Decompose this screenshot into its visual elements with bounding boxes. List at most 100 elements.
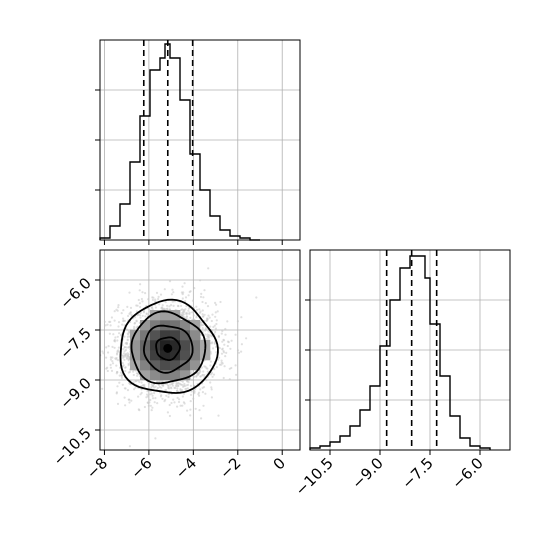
scatter-point — [113, 319, 116, 322]
scatter-point — [201, 386, 204, 389]
axes-frame-bottom-right — [309, 249, 511, 451]
scatter-point — [122, 317, 125, 320]
scatter-point — [162, 383, 165, 386]
scatter-point — [129, 311, 132, 314]
scatter-point — [94, 390, 96, 392]
scatter-point — [109, 324, 112, 327]
scatter-point — [154, 397, 157, 400]
scatter-point — [117, 350, 120, 353]
scatter-point — [151, 397, 155, 400]
scatter-point — [113, 338, 116, 342]
scatter-point — [175, 389, 178, 393]
scatter-point — [154, 385, 157, 388]
scatter-point — [115, 392, 118, 395]
scatter-point — [156, 386, 159, 390]
x-tick-label: −9.0 — [348, 454, 386, 492]
scatter-point — [211, 313, 214, 316]
scatter-point — [140, 391, 143, 394]
density-cell — [180, 330, 191, 341]
scatter-point — [147, 404, 150, 407]
scatter-point — [196, 308, 199, 311]
scatter-point — [120, 376, 123, 379]
scatter-point — [150, 409, 153, 412]
scatter-point — [222, 376, 225, 380]
x-tick-label: −2 — [216, 454, 244, 482]
scatter-point — [200, 323, 203, 326]
scatter-point — [193, 390, 196, 393]
scatter-point — [125, 328, 128, 331]
scatter-point — [126, 332, 129, 335]
scatter-point — [128, 401, 131, 404]
scatter-point — [147, 382, 150, 385]
scatter-point — [109, 356, 112, 359]
scatter-point — [128, 445, 131, 448]
scatter-body — [94, 267, 258, 448]
scatter-point — [123, 335, 126, 338]
scatter-point — [228, 378, 231, 381]
scatter-point — [116, 370, 119, 374]
scatter-point — [111, 360, 114, 363]
scatter-point — [191, 299, 194, 302]
scatter-point — [223, 343, 226, 346]
scatter-point — [127, 359, 130, 362]
scatter-point — [179, 404, 182, 407]
scatter-point — [167, 386, 170, 389]
scatter-point — [116, 339, 119, 342]
scatter-point — [215, 303, 218, 306]
scatter-point — [240, 343, 243, 346]
scatter-point — [189, 408, 192, 411]
scatter-point — [135, 304, 138, 307]
scatter-point — [221, 340, 224, 343]
scatter-point — [201, 327, 204, 330]
scatter-point — [170, 293, 173, 296]
scatter-point — [213, 324, 216, 327]
scatter-point — [124, 404, 127, 407]
x-tick-label: −6 — [127, 454, 155, 482]
scatter-point — [181, 297, 184, 300]
scatter-point — [169, 386, 172, 389]
scatter-point — [205, 367, 208, 370]
density-cell — [150, 350, 161, 361]
scatter-point — [117, 306, 120, 309]
scatter-point — [137, 395, 140, 398]
scatter-point — [185, 311, 188, 314]
scatter-point — [191, 311, 194, 314]
scatter-point — [114, 357, 117, 360]
scatter-point — [207, 330, 210, 333]
scatter-point — [151, 298, 154, 302]
scatter-point — [209, 381, 212, 384]
scatter-point — [186, 387, 189, 390]
scatter-point — [163, 288, 166, 291]
scatter-point — [226, 340, 230, 343]
scatter-point — [121, 383, 124, 386]
scatter-point — [124, 352, 128, 355]
scatter-point — [203, 313, 206, 316]
scatter-point — [230, 339, 233, 342]
scatter-point — [214, 311, 217, 314]
scatter-point — [216, 310, 219, 313]
scatter-point — [153, 401, 156, 404]
scatter-point — [225, 351, 228, 354]
scatter-point — [105, 367, 108, 370]
scatter-point — [181, 285, 184, 288]
scatter-point — [195, 305, 198, 308]
density-cell — [180, 350, 191, 361]
scatter-point — [181, 404, 184, 407]
scatter-point — [126, 389, 130, 392]
scatter-point — [220, 361, 223, 364]
scatter-point — [146, 401, 150, 404]
scatter-point — [135, 379, 138, 383]
scatter-point — [149, 398, 152, 402]
scatter-point — [154, 298, 157, 301]
scatter-point — [172, 398, 175, 401]
x-tick-label: −6.0 — [448, 454, 486, 492]
scatter-point — [109, 366, 112, 369]
scatter-point — [122, 352, 125, 355]
density-cell — [190, 350, 201, 361]
scatter-point — [199, 388, 202, 391]
scatter-point — [207, 267, 210, 270]
scatter-point — [106, 323, 109, 326]
scatter-point — [151, 394, 154, 397]
density-cell — [190, 360, 201, 371]
scatter-point — [126, 305, 129, 308]
